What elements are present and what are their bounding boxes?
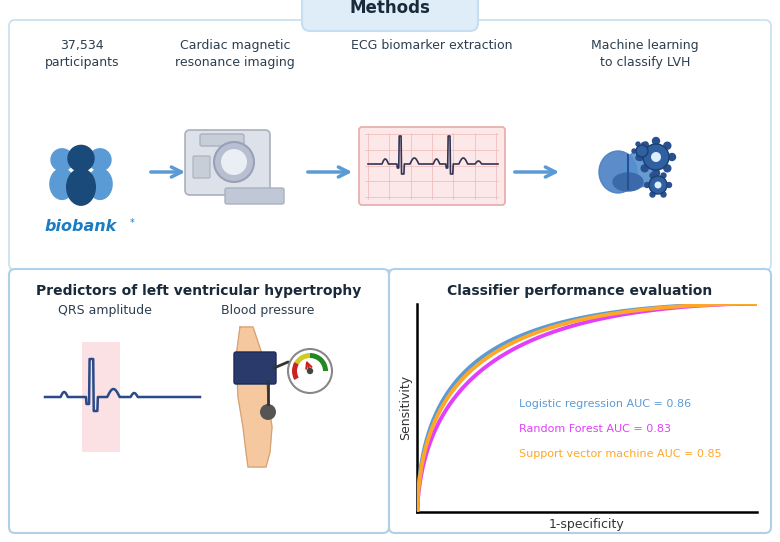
Text: 37,534
participants: 37,534 participants (44, 39, 119, 69)
Ellipse shape (599, 151, 637, 193)
FancyBboxPatch shape (82, 342, 120, 452)
Circle shape (221, 149, 247, 175)
FancyBboxPatch shape (389, 269, 771, 533)
Circle shape (68, 145, 94, 171)
Circle shape (666, 183, 672, 188)
Circle shape (664, 165, 671, 172)
Circle shape (653, 138, 660, 145)
Text: Methods: Methods (349, 0, 431, 17)
FancyBboxPatch shape (200, 134, 244, 146)
Text: Classifier performance evaluation: Classifier performance evaluation (448, 284, 713, 298)
Circle shape (51, 149, 73, 171)
Circle shape (636, 145, 648, 157)
Wedge shape (292, 362, 299, 380)
Text: Cardiac magnetic
resonance imaging: Cardiac magnetic resonance imaging (176, 39, 295, 69)
Circle shape (636, 153, 643, 160)
Circle shape (214, 142, 254, 182)
Circle shape (260, 404, 276, 420)
Circle shape (644, 183, 650, 188)
Circle shape (661, 173, 666, 178)
Ellipse shape (624, 151, 656, 187)
Ellipse shape (613, 173, 643, 191)
Circle shape (641, 165, 648, 172)
Text: Random Forest AUC = 0.83: Random Forest AUC = 0.83 (519, 424, 671, 434)
Circle shape (636, 156, 640, 160)
Text: Machine learning
to classify LVH: Machine learning to classify LVH (591, 39, 699, 69)
Y-axis label: Sensitivity: Sensitivity (399, 375, 412, 441)
Circle shape (661, 192, 666, 197)
Circle shape (636, 142, 640, 146)
X-axis label: 1-specificity: 1-specificity (549, 518, 625, 531)
Ellipse shape (50, 169, 74, 199)
Text: biobank: biobank (45, 219, 117, 234)
Circle shape (668, 153, 675, 160)
Circle shape (644, 156, 648, 160)
Wedge shape (294, 353, 310, 365)
Text: Logistic regression AUC = 0.86: Logistic regression AUC = 0.86 (519, 399, 691, 409)
Wedge shape (310, 353, 328, 371)
FancyBboxPatch shape (193, 156, 210, 178)
FancyBboxPatch shape (225, 188, 284, 204)
Circle shape (632, 149, 636, 153)
Text: Predictors of left ventricular hypertrophy: Predictors of left ventricular hypertrop… (37, 284, 362, 298)
Circle shape (643, 144, 669, 170)
Text: Support vector machine AUC = 0.85: Support vector machine AUC = 0.85 (519, 449, 722, 459)
Circle shape (654, 182, 661, 189)
Text: ECG biomarker extraction: ECG biomarker extraction (351, 39, 512, 52)
FancyBboxPatch shape (359, 127, 505, 205)
Circle shape (650, 173, 655, 178)
Circle shape (648, 149, 652, 153)
Circle shape (307, 369, 313, 373)
Circle shape (651, 152, 661, 162)
FancyBboxPatch shape (9, 20, 771, 270)
Text: Blood pressure: Blood pressure (222, 304, 314, 317)
Circle shape (664, 142, 671, 149)
Circle shape (641, 142, 648, 149)
FancyBboxPatch shape (302, 0, 478, 31)
Circle shape (89, 149, 111, 171)
Circle shape (650, 192, 655, 197)
Circle shape (653, 170, 660, 177)
Text: QRS amplitude: QRS amplitude (58, 304, 152, 317)
Text: *: * (130, 218, 135, 228)
Circle shape (644, 142, 648, 146)
FancyBboxPatch shape (234, 352, 276, 384)
Circle shape (649, 176, 667, 194)
Ellipse shape (88, 169, 112, 199)
Ellipse shape (67, 169, 95, 205)
FancyBboxPatch shape (185, 130, 270, 195)
Polygon shape (236, 327, 272, 467)
FancyBboxPatch shape (9, 269, 389, 533)
Circle shape (288, 349, 332, 393)
